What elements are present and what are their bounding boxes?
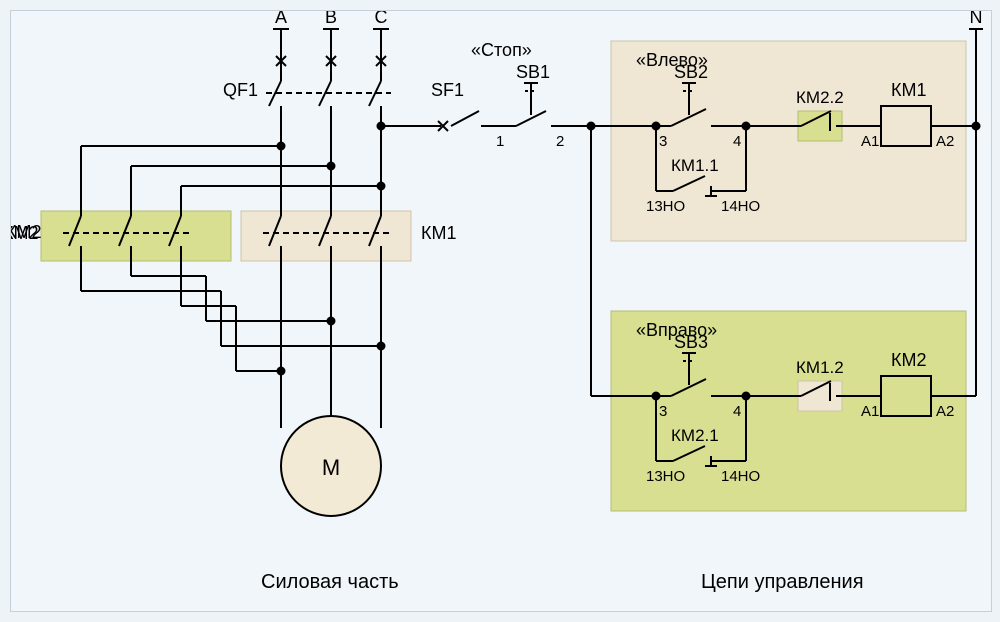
sb1-label: SB1 <box>516 62 550 82</box>
stop-label: «Стоп» <box>471 40 532 60</box>
node-14ho-l: 14НО <box>721 198 760 215</box>
km2-power-label2: КМ2 <box>11 223 39 243</box>
node-2: 2 <box>556 133 564 150</box>
power-bus-left <box>81 143 385 217</box>
node-13ho-l: 13НО <box>646 198 685 215</box>
km2-power-box <box>41 211 231 261</box>
km2-crossover <box>81 276 385 375</box>
sb2-label: SB2 <box>674 62 708 82</box>
a2-r: A2 <box>936 403 954 420</box>
power-bus-right <box>281 141 381 216</box>
km11-label: КМ1.1 <box>671 156 719 175</box>
phase-b-label: B <box>325 11 337 27</box>
km1-power-label: КМ1 <box>421 223 457 243</box>
sb1-button <box>501 83 586 126</box>
phase-a-label: A <box>275 11 287 27</box>
node-4-r: 4 <box>733 403 741 420</box>
km22-label: КМ2.2 <box>796 88 844 107</box>
phase-c-label: C <box>375 11 388 27</box>
phase-n-label: N <box>970 11 983 27</box>
power-caption: Силовая часть <box>261 571 399 593</box>
motor-feed <box>281 321 381 428</box>
node-1: 1 <box>496 133 504 150</box>
motor-label: M <box>322 455 340 480</box>
km1-power-box <box>241 211 411 261</box>
n-input <box>969 29 983 396</box>
node-3-r: 3 <box>659 403 667 420</box>
sf1-switch <box>438 111 501 131</box>
km12-label: КМ1.2 <box>796 358 844 377</box>
a1-r: A1 <box>861 403 879 420</box>
km1-coil-label: КМ1 <box>891 80 927 100</box>
a2-l: A2 <box>936 133 954 150</box>
km21-label: КМ2.1 <box>671 426 719 445</box>
qf1-label: QF1 <box>223 80 258 100</box>
node-3-left: 3 <box>659 133 667 150</box>
schematic-diagram: A B C QF1 <box>11 11 991 611</box>
ctrl-caption: Цепи управления <box>701 571 864 593</box>
sf1-label: SF1 <box>431 80 464 100</box>
node-14ho-r: 14НО <box>721 468 760 485</box>
ctrl-tap <box>378 123 442 130</box>
node-4-left: 4 <box>733 133 741 150</box>
sb3-label: SB3 <box>674 332 708 352</box>
a1-l: A1 <box>861 133 879 150</box>
node-13ho-r: 13НО <box>646 468 685 485</box>
phase-inputs <box>273 29 389 81</box>
km2-coil-label: КМ2 <box>891 350 927 370</box>
qf1-breaker <box>266 81 391 141</box>
